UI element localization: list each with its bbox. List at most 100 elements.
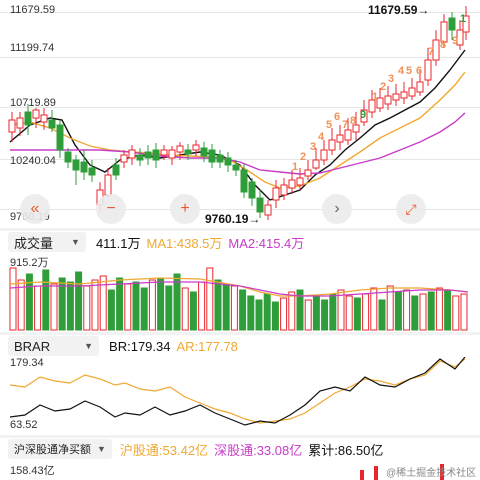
volume-bar [337, 289, 345, 331]
separator [0, 228, 480, 232]
minus-icon[interactable]: − [96, 194, 126, 224]
caret-down-icon: ▼ [97, 444, 106, 454]
flow-axis-max: 158.43亿 [10, 465, 55, 477]
flow-selector[interactable]: 沪深股通净买额 ▼ [8, 439, 112, 459]
candle-body [40, 114, 48, 123]
volume-axis-max: 915.2万 [10, 257, 49, 269]
brar-br-value: BR:179.34 [109, 338, 171, 354]
volume-bar [288, 291, 296, 331]
brar-svg [9, 357, 466, 426]
candle-body [392, 93, 400, 101]
plus-icon[interactable]: + [170, 194, 200, 224]
brar-chart[interactable]: 179.34 63.52 [0, 357, 480, 435]
candle-body [352, 124, 360, 133]
brar-axis-min: 63.52 [10, 419, 38, 431]
volume-bar [148, 279, 156, 331]
volume-bar [239, 289, 247, 331]
volume-svg [9, 267, 469, 331]
price-axis-max: 11679.59 [10, 4, 56, 16]
price-axis-level-2: 11199.74 [10, 42, 55, 54]
volume-bar [255, 299, 263, 331]
td-sequence-mark: 8 [350, 115, 356, 127]
candle-body [416, 81, 424, 93]
flow-hgt-value: 沪股通:53.42亿 [119, 442, 209, 458]
volume-bar [66, 281, 74, 331]
candle-body [368, 99, 376, 113]
candle-body [280, 184, 288, 196]
price-axis-level-4: 10240.04 [10, 155, 56, 167]
candle-body [136, 154, 144, 161]
candle-body [80, 161, 88, 173]
high-price-label: 11679.59→ [368, 3, 430, 17]
volume-bar [460, 293, 468, 331]
td-sequence-mark: 3 [310, 141, 316, 153]
candle-body [384, 95, 392, 105]
volume-bar [353, 297, 361, 331]
candle-body [336, 134, 344, 143]
volume-bar [132, 281, 140, 331]
flow-sgt-value: 深股通:33.08亿 [214, 442, 303, 458]
td-sequence-mark: 4 [398, 65, 405, 77]
ma2-line [10, 112, 466, 175]
td-sequence-mark: 7 [428, 46, 434, 58]
brar-selector[interactable]: BRAR ▼ [8, 336, 100, 356]
candle-body [56, 124, 64, 151]
td-sequence-mark: 4 [318, 131, 325, 143]
volume-bar [271, 301, 279, 331]
volume-bar [189, 291, 197, 331]
candle-body [256, 197, 264, 213]
candle-body [104, 174, 112, 196]
volume-bar [124, 283, 132, 331]
volume-selector[interactable]: 成交量 ▼ [8, 232, 86, 252]
volume-bar [42, 269, 50, 331]
caret-down-icon: ▼ [71, 237, 80, 247]
candle-body [184, 149, 192, 155]
volume-ma2: MA2:415.4万 [228, 235, 305, 251]
td-sequence-mark: 6 [334, 111, 340, 123]
candle-body [264, 204, 272, 216]
candle-body [16, 117, 24, 129]
caret-down-icon: ▼ [84, 341, 94, 351]
chevron-right-icon[interactable]: › [322, 194, 352, 224]
volume-bar [50, 283, 58, 331]
td-sequence-mark: 2 [380, 81, 386, 93]
td-sequence-mark: 2 [300, 151, 306, 163]
volume-bar [280, 297, 288, 331]
volume-bar [140, 287, 148, 331]
volume-current: 411.1万 [95, 235, 141, 251]
br-line [9, 357, 466, 426]
candle-body [88, 167, 96, 176]
volume-bar [452, 295, 460, 331]
volume-bar [247, 295, 255, 331]
td-sequence-mark: 6 [416, 65, 422, 77]
candle-body [400, 91, 408, 99]
candle-body [72, 159, 80, 171]
candle-body [208, 149, 216, 163]
volume-bar [214, 279, 222, 331]
candle-body [328, 139, 336, 151]
candle-body [128, 149, 136, 159]
price-chart[interactable]: 11679.59 11199.74 10719.89 10240.04 9760… [0, 0, 480, 228]
volume-bar [435, 287, 443, 331]
brar-ar-value: AR:177.78 [176, 338, 238, 354]
separator [0, 435, 480, 439]
volume-ma1: MA1:438.5万 [146, 235, 223, 251]
candle-body [112, 164, 120, 176]
candle-body [48, 119, 56, 129]
td-sequence-mark: 8 [440, 39, 446, 51]
volume-bar [378, 299, 386, 331]
candle-body [168, 149, 176, 159]
flow-header: 沪深股通净买额 ▼ 沪股通:53.42亿 深股通:33.08亿 累计:86.50… [0, 438, 480, 460]
volume-bar [34, 285, 42, 331]
volume-chart[interactable]: 915.2万 [0, 254, 480, 332]
expand-icon[interactable]: ⤢ [396, 194, 426, 224]
flow-selector-label: 沪深股通净买额 [14, 444, 91, 456]
volume-bar [321, 299, 329, 331]
volume-bar [17, 279, 25, 331]
double-left-icon[interactable]: « [20, 194, 50, 224]
candle-body [216, 154, 224, 163]
volume-bar [25, 273, 33, 331]
flow-chart[interactable]: 158.43亿 @稀土掘金技术社区 [0, 460, 480, 480]
volume-bar [107, 289, 115, 331]
